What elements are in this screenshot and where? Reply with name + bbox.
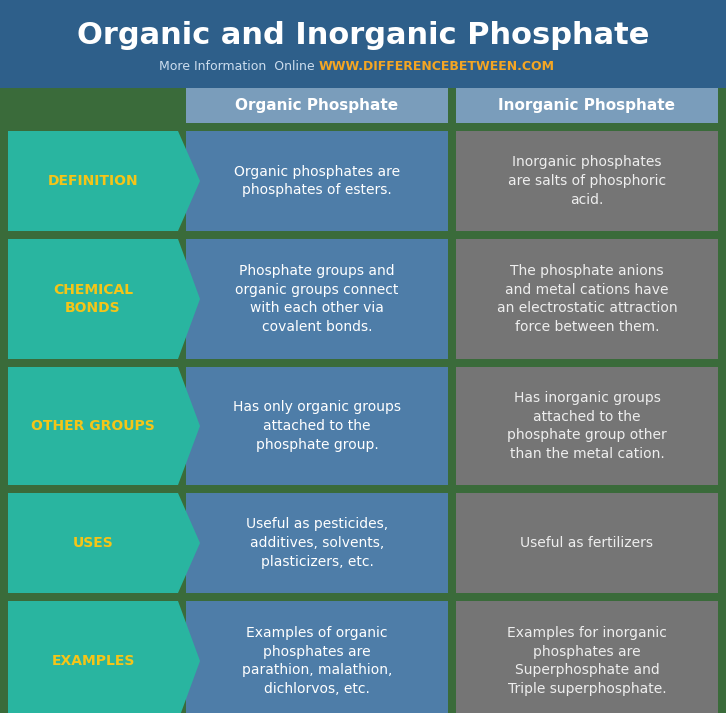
Polygon shape <box>8 493 200 593</box>
Bar <box>456 493 718 593</box>
Text: EXAMPLES: EXAMPLES <box>52 654 135 668</box>
Polygon shape <box>8 601 200 713</box>
Bar <box>186 493 448 593</box>
Bar <box>186 239 448 359</box>
Text: The phosphate anions
and metal cations have
an electrostatic attraction
force be: The phosphate anions and metal cations h… <box>497 264 677 334</box>
Bar <box>456 239 718 359</box>
Text: Useful as fertilizers: Useful as fertilizers <box>521 536 653 550</box>
Polygon shape <box>8 131 200 231</box>
Text: WWW.DIFFERENCEBETWEEN.COM: WWW.DIFFERENCEBETWEEN.COM <box>319 59 555 73</box>
Polygon shape <box>8 367 200 485</box>
Text: Examples of organic
phosphates are
parathion, malathion,
dichlorvos, etc.: Examples of organic phosphates are parat… <box>242 625 392 697</box>
Bar <box>186 131 448 231</box>
Text: Organic Phosphate: Organic Phosphate <box>235 98 399 113</box>
Text: Has inorganic groups
attached to the
phosphate group other
than the metal cation: Has inorganic groups attached to the pho… <box>507 391 667 461</box>
Text: Organic and Inorganic Phosphate: Organic and Inorganic Phosphate <box>77 21 649 49</box>
Text: Phosphate groups and
organic groups connect
with each other via
covalent bonds.: Phosphate groups and organic groups conn… <box>235 264 399 334</box>
Text: Inorganic phosphates
are salts of phosphoric
acid.: Inorganic phosphates are salts of phosph… <box>508 155 666 207</box>
Bar <box>186 601 448 713</box>
Text: OTHER GROUPS: OTHER GROUPS <box>31 419 155 433</box>
Text: Inorganic Phosphate: Inorganic Phosphate <box>499 98 675 113</box>
Bar <box>0 0 726 88</box>
Bar <box>456 131 718 231</box>
Text: More Information  Online: More Information Online <box>160 59 315 73</box>
Bar <box>456 88 718 123</box>
Text: DEFINITION: DEFINITION <box>48 174 139 188</box>
Text: Has only organic groups
attached to the
phosphate group.: Has only organic groups attached to the … <box>233 400 401 452</box>
Text: Organic phosphates are
phosphates of esters.: Organic phosphates are phosphates of est… <box>234 165 400 198</box>
Text: USES: USES <box>73 536 113 550</box>
Text: Useful as pesticides,
additives, solvents,
plasticizers, etc.: Useful as pesticides, additives, solvent… <box>246 517 388 569</box>
Bar <box>186 367 448 485</box>
Bar <box>456 601 718 713</box>
Bar <box>456 367 718 485</box>
Polygon shape <box>8 239 200 359</box>
Text: CHEMICAL
BONDS: CHEMICAL BONDS <box>53 283 133 314</box>
Text: Examples for inorganic
phosphates are
Superphosphate and
Triple superphosphate.: Examples for inorganic phosphates are Su… <box>507 625 667 697</box>
Bar <box>186 88 448 123</box>
